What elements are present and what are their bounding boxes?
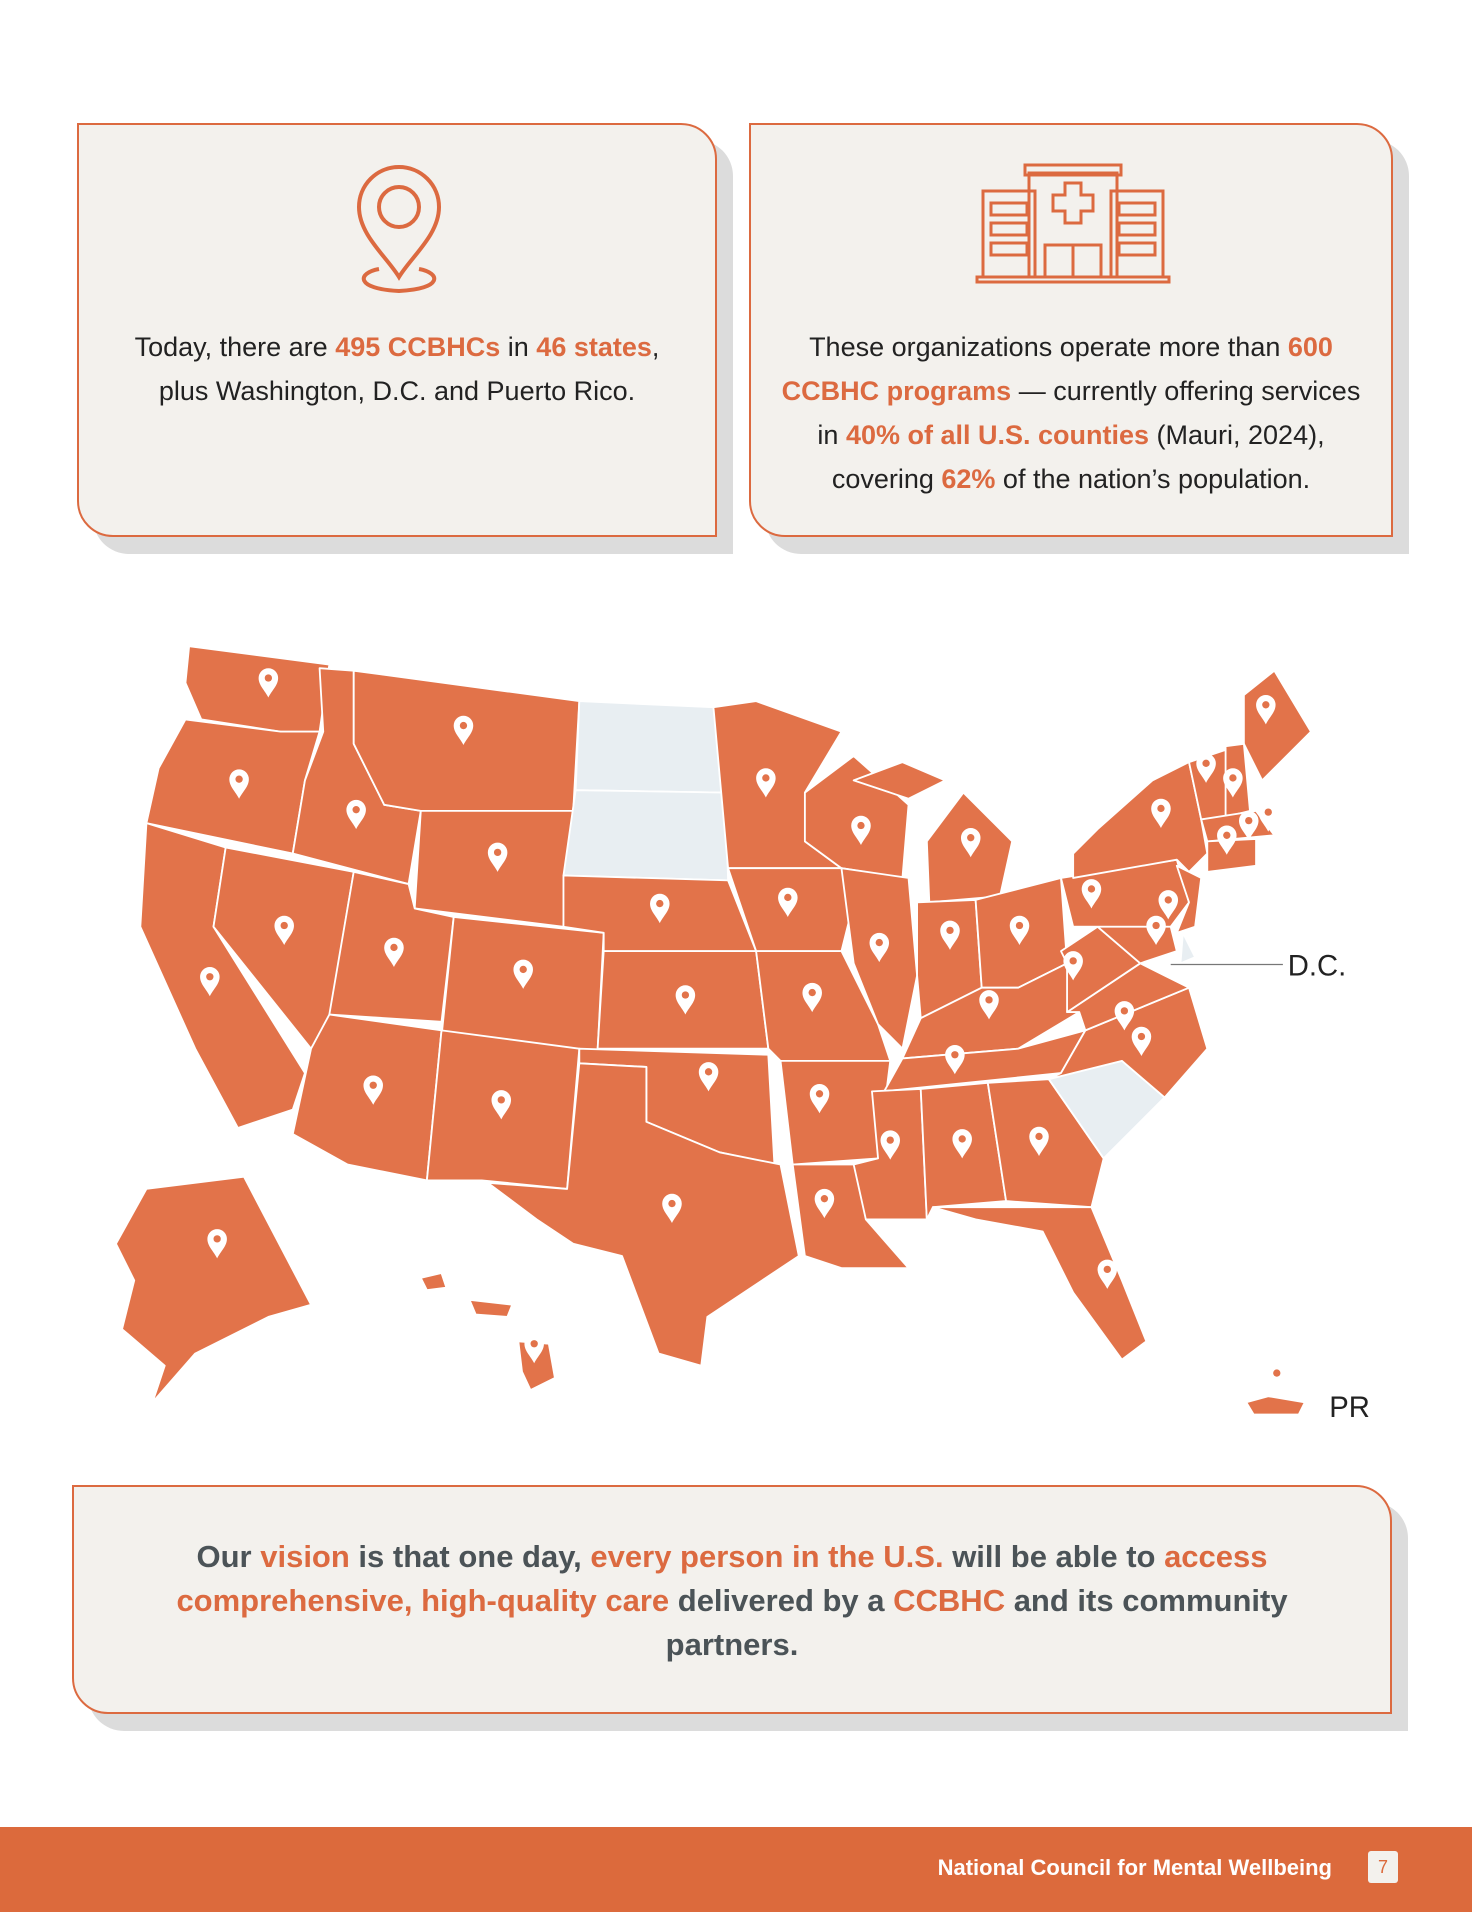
state-shape	[291, 1013, 443, 1182]
highlight: 40% of all U.S. counties	[845, 420, 1150, 450]
location-pin	[1267, 1363, 1287, 1393]
text: , plus Washington, D.C. and Puerto Rico.	[158, 332, 660, 406]
state-shape	[574, 700, 727, 794]
highlight: every person in the U.S.	[590, 1539, 944, 1574]
vision-card: Our vision is that one day, every person…	[72, 1485, 1392, 1714]
state-shape	[562, 789, 729, 882]
text: is that one day,	[349, 1539, 591, 1574]
location-icon	[356, 165, 442, 294]
vision-text: Our vision is that one day, every person…	[134, 1535, 1330, 1667]
highlight: 600 CCBHC programs	[781, 332, 1333, 406]
text: and its community partners.	[665, 1583, 1288, 1662]
state-shape	[852, 761, 947, 800]
card-text: Today, there are 495 CCBHCs in 46 states…	[119, 325, 675, 413]
state-shape	[1072, 761, 1209, 879]
text: — currently offering services in	[817, 376, 1361, 450]
state-shape	[419, 1272, 448, 1292]
highlight: access comprehensive, high-quality care	[176, 1539, 1268, 1618]
state-shape	[1245, 1395, 1306, 1416]
state-shape	[486, 1062, 800, 1367]
highlight: CCBHC	[893, 1583, 1006, 1618]
footer: National Council for Mental Wellbeing 7	[0, 1827, 1472, 1912]
text: delivered by a	[669, 1583, 894, 1618]
highlight: vision	[260, 1539, 350, 1574]
state-shape	[1206, 838, 1257, 873]
state-shape	[184, 645, 331, 733]
state-shape	[1179, 931, 1197, 965]
state-shape	[115, 1175, 312, 1404]
text: of the nation’s population.	[995, 464, 1311, 494]
highlight: 62%	[941, 464, 996, 494]
state-shape	[413, 809, 575, 928]
state-shape	[468, 1298, 514, 1318]
pr-label: PR	[1329, 1392, 1370, 1424]
footer-organization: National Council for Mental Wellbeing	[937, 1855, 1332, 1880]
state-shape	[352, 669, 581, 812]
text: Today, there are	[134, 332, 336, 362]
stat-card: These organizations operate more than 60…	[749, 123, 1393, 537]
hospital-icon	[975, 163, 1171, 284]
stat-card: Today, there are 495 CCBHCs in 46 states…	[77, 123, 717, 537]
highlight: 495 CCBHCs	[335, 332, 501, 362]
state-shape	[1175, 864, 1203, 934]
text: These organizations operate more than	[809, 332, 1288, 362]
page-number: 7	[1368, 1851, 1398, 1883]
text: in	[500, 332, 537, 362]
card-text: These organizations operate more than 60…	[781, 325, 1361, 501]
dc-label: D.C.	[1288, 951, 1347, 983]
state-shape	[932, 1206, 1148, 1361]
text: will be able to	[943, 1539, 1165, 1574]
text: (Mauri, 2024), covering	[831, 420, 1325, 494]
highlight: 46 states	[536, 332, 652, 362]
state-shape	[1242, 669, 1312, 782]
text: Our	[196, 1539, 261, 1574]
